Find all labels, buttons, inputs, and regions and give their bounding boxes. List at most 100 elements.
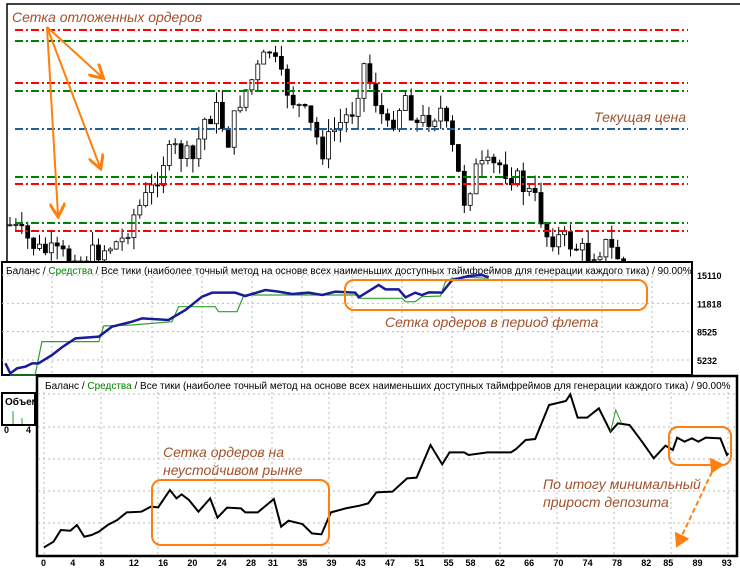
candle xyxy=(491,153,497,174)
candle-body xyxy=(402,95,408,111)
candle-body xyxy=(155,184,160,187)
candle-body xyxy=(302,104,308,107)
y-tick-label: 11818 xyxy=(697,299,722,309)
annotation-unstable: неустойчивом рынке xyxy=(163,462,303,478)
candle xyxy=(7,216,13,227)
candle xyxy=(461,164,467,214)
candle xyxy=(219,90,225,132)
candle-body xyxy=(214,101,219,125)
candle xyxy=(444,105,450,128)
x-tick-label: 43 xyxy=(356,558,366,568)
candle xyxy=(296,103,302,118)
candle xyxy=(249,78,255,95)
candle xyxy=(113,240,119,250)
candle-body xyxy=(273,52,278,57)
candle xyxy=(320,129,326,165)
candle-body xyxy=(278,55,284,70)
chart-header: Баланс / Средства / Все тики (наиболее т… xyxy=(6,265,692,277)
candle xyxy=(391,110,396,132)
candle xyxy=(450,115,455,152)
candle-body xyxy=(143,192,149,206)
candle xyxy=(585,230,591,262)
candle-body xyxy=(379,105,385,115)
x-tick-label: 28 xyxy=(246,558,256,568)
candle-body xyxy=(113,241,119,250)
x-tick-label: 12 xyxy=(129,558,139,568)
x-tick-label: 93 xyxy=(722,558,732,568)
y-tick-label: 8525 xyxy=(697,328,717,338)
candle xyxy=(402,91,408,111)
candle-body xyxy=(491,156,497,164)
candle xyxy=(166,139,172,171)
candle xyxy=(48,229,54,262)
candle xyxy=(37,234,42,251)
candle-body xyxy=(320,136,326,160)
y-tick-label: 5232 xyxy=(697,356,717,366)
header-equity: Средства xyxy=(48,266,93,277)
candle-body xyxy=(119,237,125,243)
candle-body xyxy=(479,160,485,165)
x-tick-label: 89 xyxy=(692,558,702,568)
candle xyxy=(574,243,579,252)
candle-body xyxy=(450,120,455,145)
candle-body xyxy=(373,83,379,106)
candle-body xyxy=(243,89,249,108)
candle-body xyxy=(48,242,54,254)
candle xyxy=(125,232,131,245)
candle-body xyxy=(585,242,591,261)
candle-body xyxy=(37,243,42,249)
candle-body xyxy=(520,170,526,192)
panel-frame xyxy=(1,261,693,376)
candle xyxy=(96,238,101,262)
x-tick-label: 31 xyxy=(268,558,278,568)
candle-body xyxy=(414,119,420,123)
current-price-label: Текущая цена xyxy=(594,109,686,125)
candle-body xyxy=(615,246,621,260)
header-rest: / Все тики (наиболее точный метод на осн… xyxy=(93,265,692,277)
x-tick-label: 35 xyxy=(297,558,307,568)
candle-body xyxy=(102,250,107,261)
header-balance: Баланс xyxy=(6,266,40,277)
candle-body xyxy=(455,144,461,172)
candle xyxy=(184,140,190,167)
candle-body xyxy=(84,260,90,262)
x-tick-label: 0 xyxy=(41,558,46,568)
candle-body xyxy=(54,242,60,247)
series-balance xyxy=(4,273,490,376)
candle-body xyxy=(225,128,231,148)
candle xyxy=(420,105,426,127)
candle-body xyxy=(355,97,361,117)
candle xyxy=(532,175,538,202)
candle xyxy=(43,237,48,256)
candle xyxy=(455,144,461,173)
x-tick-label: 62 xyxy=(495,558,505,568)
candle xyxy=(591,253,597,262)
candle xyxy=(349,102,355,124)
candle xyxy=(273,46,278,63)
candle xyxy=(102,245,107,262)
candle-body xyxy=(237,106,243,112)
candle xyxy=(438,95,444,129)
candle xyxy=(615,239,621,260)
candle-body xyxy=(367,63,373,85)
candle xyxy=(267,50,273,59)
candle-body xyxy=(343,114,349,123)
annotation-unstable: Сетка ордеров на xyxy=(163,444,284,460)
candle-body xyxy=(178,143,184,159)
candle xyxy=(361,62,367,112)
y-tick-label: 15110 xyxy=(697,271,722,281)
candle xyxy=(467,192,473,211)
candle xyxy=(379,93,385,124)
candle-body xyxy=(107,248,113,252)
arrow-2 xyxy=(46,26,58,215)
x-tick-label: 8 xyxy=(100,558,105,568)
series-equity xyxy=(4,276,489,376)
candle xyxy=(13,218,19,232)
candle-body xyxy=(538,192,544,225)
candle xyxy=(255,59,261,91)
candle-body xyxy=(556,234,562,248)
candle-body xyxy=(160,165,166,186)
candle xyxy=(497,159,503,174)
candle xyxy=(579,238,585,262)
candle-body xyxy=(7,224,13,227)
